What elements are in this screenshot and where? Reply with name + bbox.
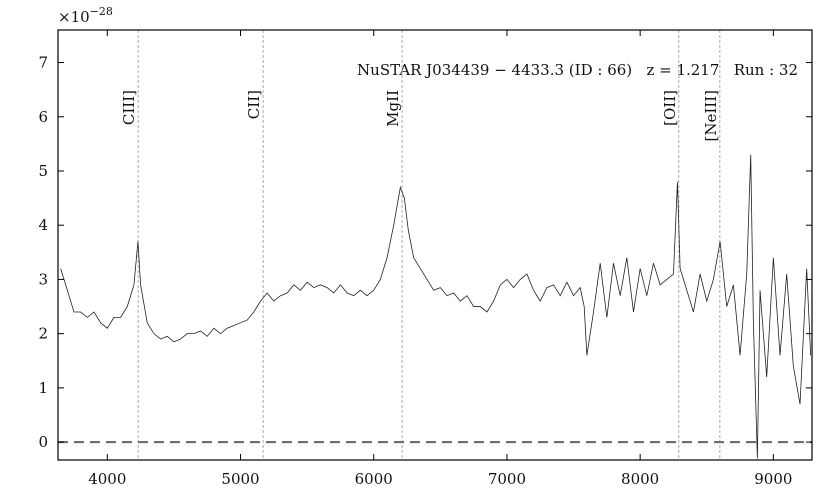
emission-label: MgII — [384, 90, 402, 127]
offset-base: ×10 — [58, 8, 90, 26]
emission-label: CII] — [245, 90, 263, 119]
y-tick-label: 3 — [38, 270, 48, 288]
plot-frame — [57, 29, 813, 461]
y-tick-label: 7 — [38, 54, 48, 72]
offset-label: ×10−28 — [58, 5, 113, 26]
y-tick-label: 1 — [38, 379, 48, 397]
x-tick-label: 8000 — [621, 470, 659, 488]
x-tick-label: 7000 — [488, 470, 526, 488]
chart-title: NuSTAR J034439 − 4433.3 (ID : 66) z = 1.… — [357, 61, 798, 79]
y-tick-label: 5 — [38, 162, 48, 180]
emission-label: CIII] — [120, 90, 138, 125]
y-tick-label: 2 — [38, 325, 48, 343]
offset-exponent: −28 — [90, 5, 113, 18]
y-tick-label: 6 — [38, 108, 48, 126]
emission-label: [NeIII] — [702, 90, 720, 141]
x-tick-label: 4000 — [88, 470, 126, 488]
x-tick-label: 9000 — [754, 470, 792, 488]
spectrum — [60, 154, 812, 459]
y-tick-label: 4 — [38, 216, 48, 234]
x-tick-label: 5000 — [221, 470, 259, 488]
emission-label: [OII] — [661, 90, 679, 126]
x-tick-label: 6000 — [355, 470, 393, 488]
y-tick-label: 0 — [38, 433, 48, 451]
